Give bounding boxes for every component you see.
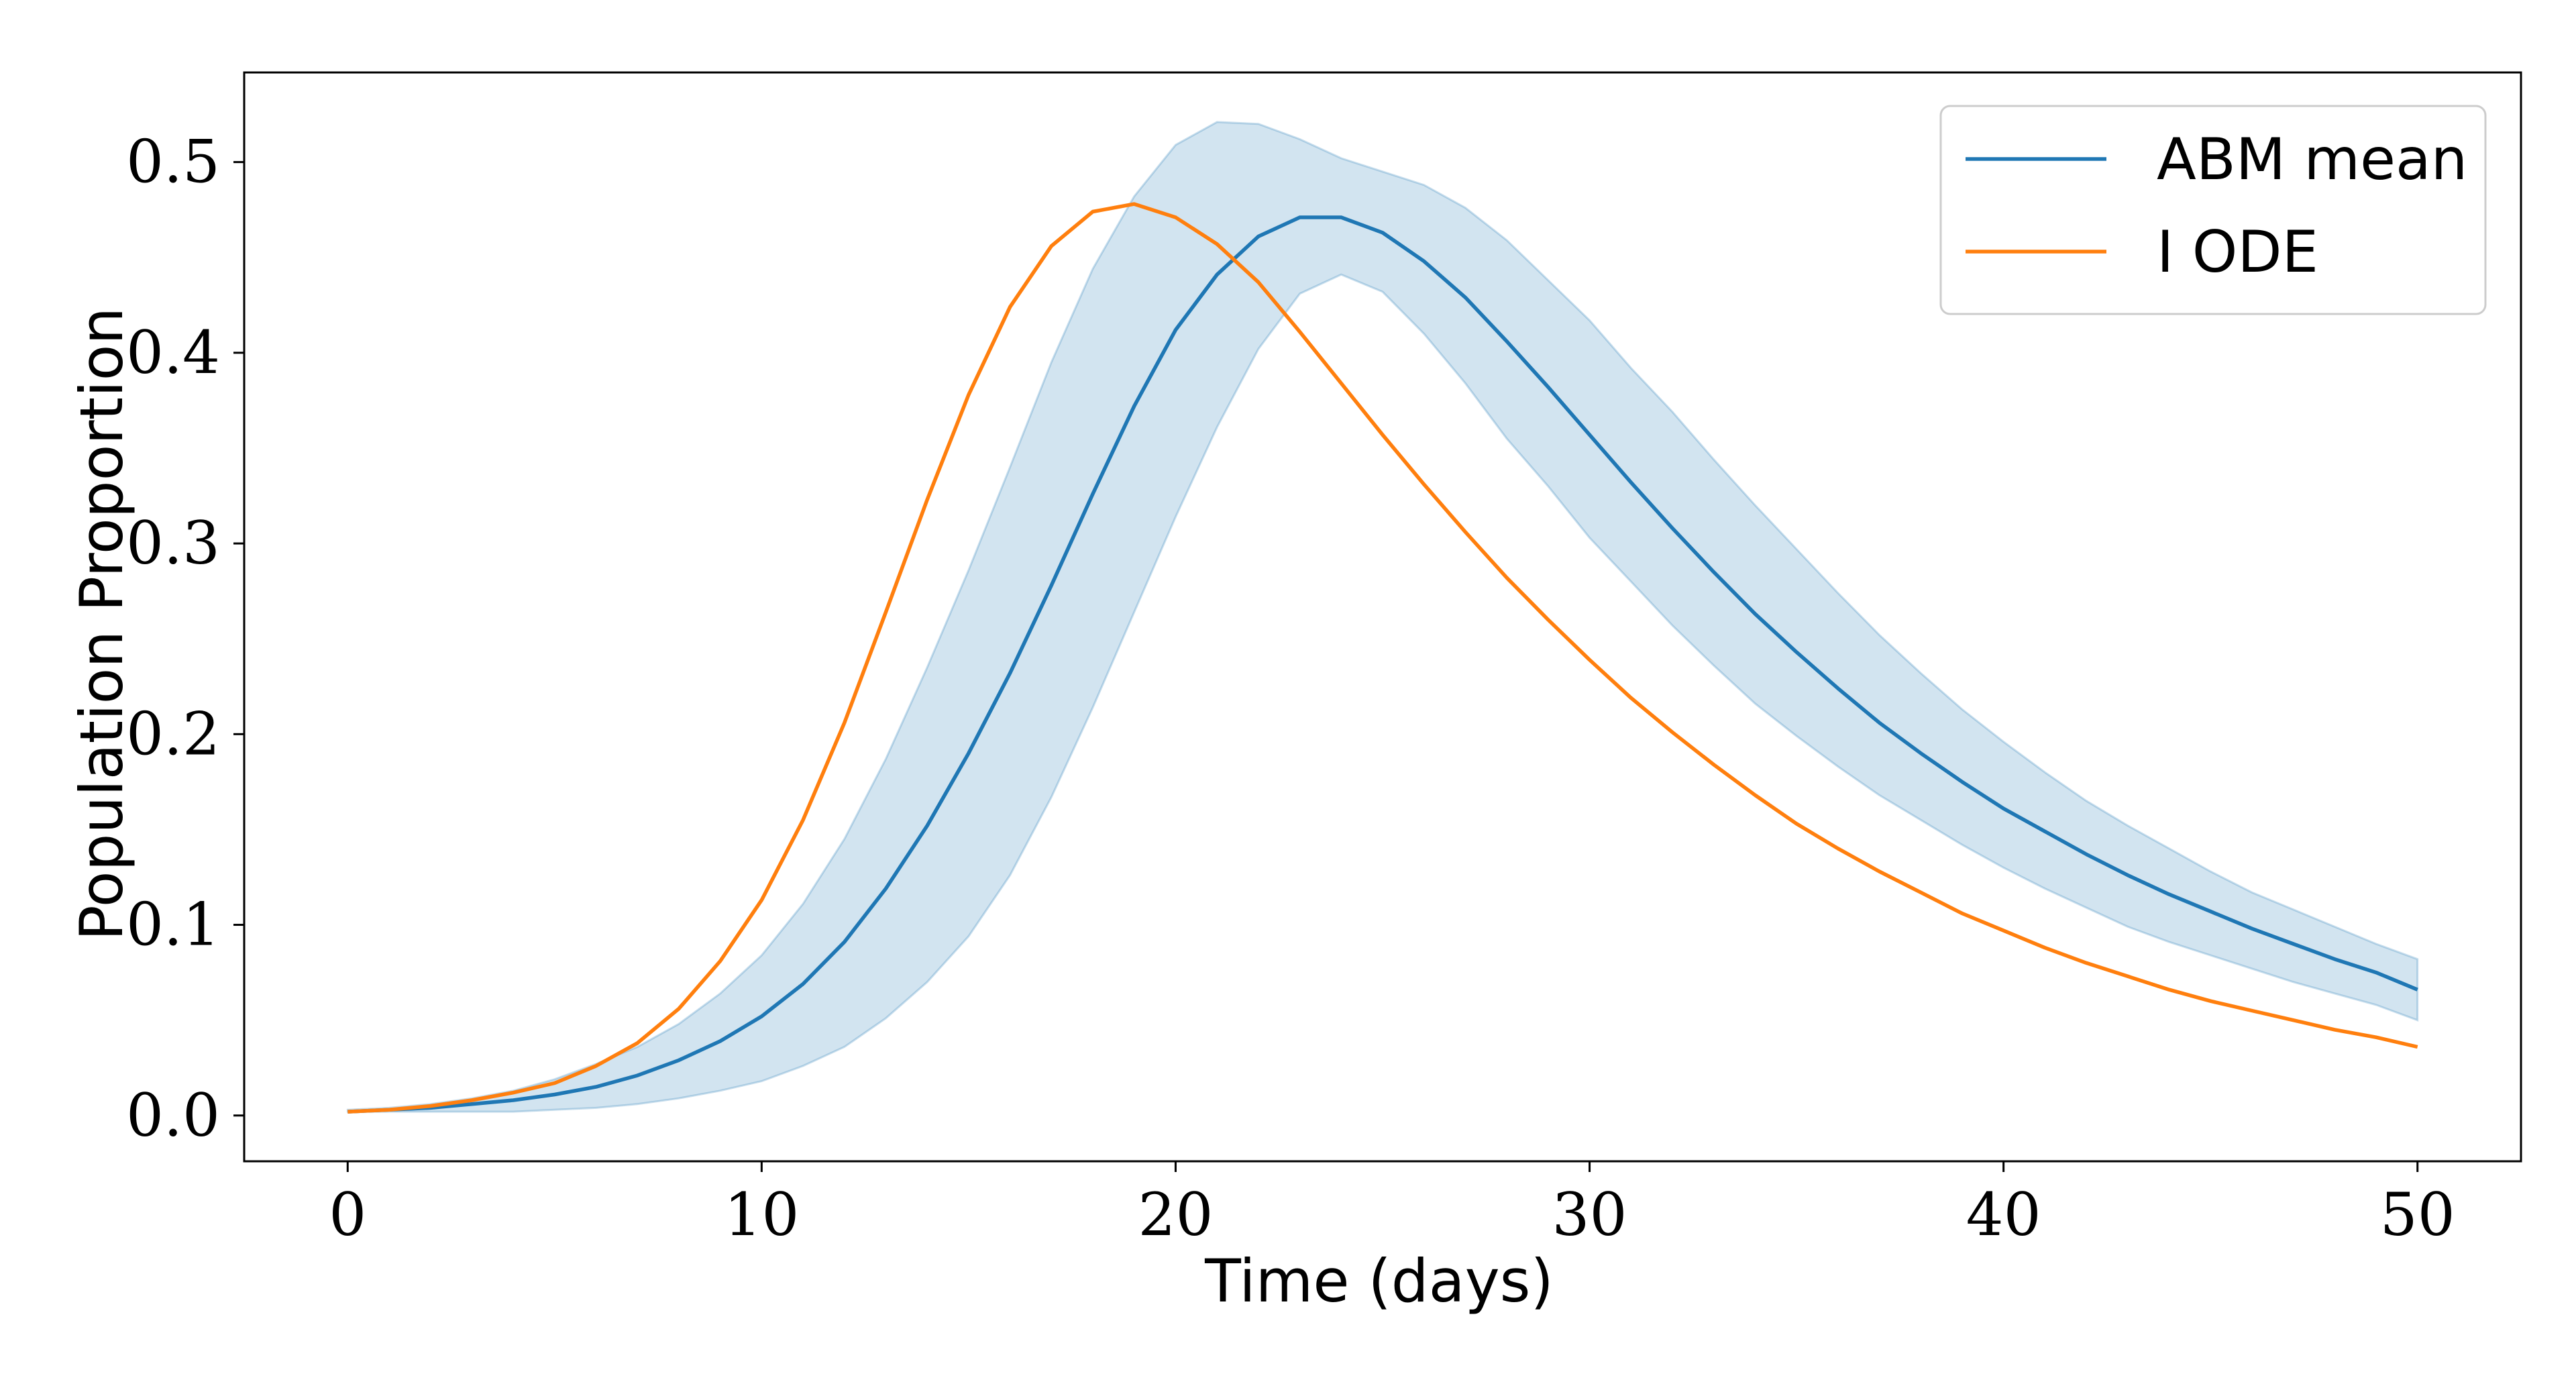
y-tick-label: 0.0 [126,1081,220,1150]
legend-label-i-ode: I ODE [2157,219,2318,286]
x-tick-label: 20 [1138,1180,1213,1249]
y-tick-label: 0.2 [126,699,220,768]
y-tick-label: 0.4 [126,318,220,387]
legend: ABM mean I ODE [1939,105,2487,315]
x-axis: 0 10 20 30 40 50 [329,1161,2455,1249]
x-tick-label: 40 [1966,1180,2041,1249]
y-tick-label: 0.5 [126,127,220,197]
y-tick-label: 0.1 [126,890,220,959]
x-axis-label: Time (days) [1204,1246,1554,1316]
abm-confidence-band [346,121,2419,1113]
legend-label-abm-mean: ABM mean [2157,126,2467,193]
y-axis-label: Population Proportion [67,307,136,941]
series-line-abm-mean [347,215,2418,1114]
x-tick-label: 30 [1552,1180,1627,1249]
y-axis: 0.0 0.1 0.2 0.3 0.4 0.5 [126,127,244,1150]
plot-frame [243,71,2522,1163]
x-tick-label: 0 [329,1180,366,1249]
y-tick-label: 0.3 [126,509,220,578]
plot-area [346,121,2419,1114]
series-line-i-ode [347,202,2418,1114]
x-tick-label: 10 [724,1180,799,1249]
x-tick-label: 50 [2380,1180,2455,1249]
